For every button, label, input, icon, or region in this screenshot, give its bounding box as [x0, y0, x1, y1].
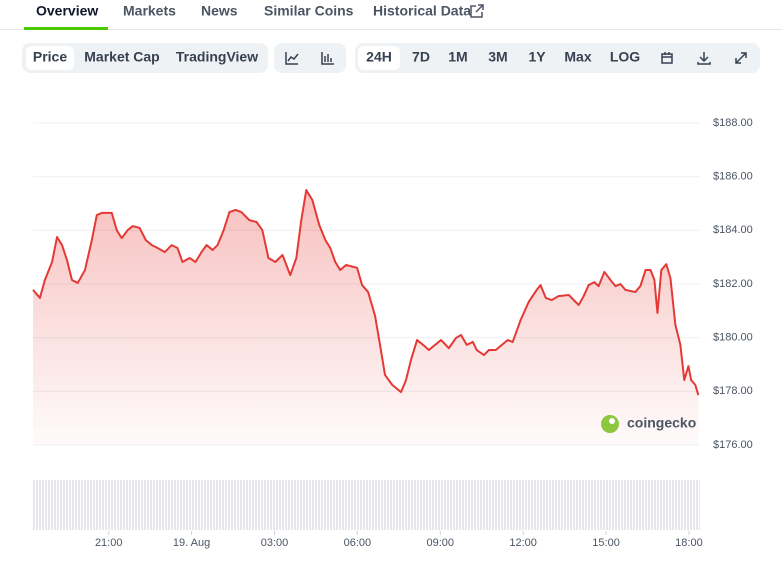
watermark: coingecko: [627, 415, 696, 431]
x-tick-label: 15:00: [592, 537, 620, 549]
tab[interactable]: Overview: [36, 3, 98, 19]
y-tick-label: $186.00: [713, 171, 753, 183]
button-group: [274, 43, 346, 73]
button-group: [22, 43, 268, 73]
y-tick-label: $182.00: [713, 278, 753, 290]
download-icon[interactable]: [697, 52, 711, 65]
calendar-icon[interactable]: [661, 52, 673, 64]
y-tick-label: $180.00: [713, 332, 753, 344]
volume-bars: [33, 480, 700, 530]
selected-button: [26, 46, 74, 70]
tab[interactable]: Markets: [123, 3, 176, 19]
external-icon: [470, 4, 484, 18]
candle-icon[interactable]: [321, 52, 334, 65]
x-tick-label: 18:00: [675, 537, 703, 549]
logo-eye: [609, 418, 615, 424]
x-tick-label: 06:00: [344, 537, 372, 549]
price-line: [32, 189, 700, 396]
y-tick-label: $176.00: [713, 439, 753, 451]
range-button[interactable]: 3M: [488, 49, 507, 65]
plot: $176.00 $178.00 $180.00 $182.00 $184.00 $186.…: [32, 117, 753, 549]
y-tick-label: $184.00: [713, 224, 753, 236]
line-icon[interactable]: [285, 52, 299, 65]
tab[interactable]: Similar Coins: [264, 3, 354, 19]
range-button[interactable]: 1Y: [528, 49, 546, 65]
logo-icon: [601, 415, 619, 433]
tab-underline: [24, 27, 108, 30]
tab[interactable]: Historical Data: [373, 3, 471, 19]
chart-button[interactable]: Market Cap: [84, 49, 159, 65]
x-tick-label: 03:00: [261, 537, 289, 549]
price-area: [33, 190, 699, 445]
range-button[interactable]: Max: [564, 49, 591, 65]
range-button[interactable]: 7D: [412, 49, 430, 65]
range-button[interactable]: LOG: [610, 49, 640, 65]
chart-button[interactable]: TradingView: [176, 49, 258, 65]
expand-icon[interactable]: [735, 52, 747, 64]
selected-button: [358, 46, 400, 70]
x-tick-label: 12:00: [509, 537, 537, 549]
range-button[interactable]: 24H: [366, 49, 392, 65]
chart-button[interactable]: Price: [33, 49, 67, 65]
x-tick-label: 09:00: [427, 537, 455, 549]
y-tick-label: $188.00: [713, 117, 753, 129]
x-tick-label: 19. Aug: [173, 537, 210, 549]
range-button[interactable]: 1M: [448, 49, 467, 65]
tab[interactable]: News: [201, 3, 238, 19]
x-tick-label: 21:00: [95, 537, 123, 549]
button-group: [355, 43, 760, 73]
y-tick-label: $178.00: [713, 385, 753, 397]
